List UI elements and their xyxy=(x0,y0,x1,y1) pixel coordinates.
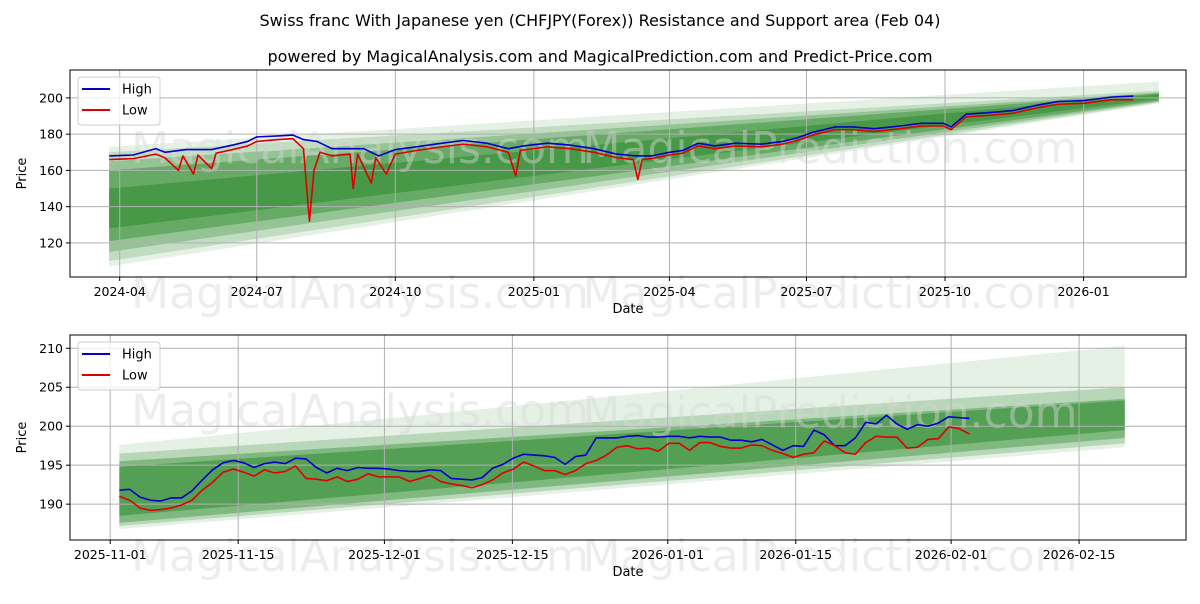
y-tick-label: 180 xyxy=(39,127,63,142)
y-tick-label: 205 xyxy=(39,380,63,395)
x-tick-label: 2026-02-01 xyxy=(915,547,988,562)
y-tick-label: 200 xyxy=(39,90,63,105)
support-resistance-band xyxy=(119,400,1125,516)
x-tick-label: 2025-12-01 xyxy=(348,547,421,562)
series-line-high xyxy=(109,95,1134,157)
y-axis-label: Price xyxy=(15,422,30,454)
x-tick-label: 2025-11-01 xyxy=(74,547,147,562)
y-tick-label: 195 xyxy=(39,458,63,473)
y-tick-label: 160 xyxy=(39,163,63,178)
x-tick-label: 2025-01 xyxy=(508,284,560,299)
legend-label-low: Low xyxy=(122,104,148,119)
bottom-chart: MagicalAnalysis.comMagicalPrediction.com… xyxy=(15,334,1187,582)
y-tick-label: 120 xyxy=(39,235,63,250)
series-line-high xyxy=(119,414,970,502)
support-resistance-band xyxy=(109,90,1159,262)
x-tick-label: 2024-07 xyxy=(231,284,283,299)
plot-frame xyxy=(69,334,1187,541)
x-tick-label: 2026-01-15 xyxy=(759,547,832,562)
x-tick-label: 2026-02-15 xyxy=(1043,547,1116,562)
top-chart: MagicalAnalysis.comMagicalPrediction.com… xyxy=(15,69,1187,319)
x-tick-label: 2026-01-01 xyxy=(631,547,704,562)
x-tick-label: 2025-04 xyxy=(643,284,695,299)
legend-label-high: High xyxy=(122,83,152,98)
y-tick-label: 200 xyxy=(39,419,63,434)
x-tick-label: 2025-11-15 xyxy=(202,547,275,562)
legend-label-low: Low xyxy=(122,369,148,384)
chart-title: Swiss franc With Japanese yen (CHFJPY(Fo… xyxy=(260,11,941,30)
legend: High Low xyxy=(77,341,161,391)
x-axis-label: Date xyxy=(612,565,643,580)
x-tick-label: 2024-04 xyxy=(94,284,146,299)
watermark: MagicalAnalysis.com xyxy=(131,385,589,436)
x-tick-label: 2025-12-15 xyxy=(476,547,549,562)
watermark: MagicalPrediction.com xyxy=(583,531,1078,582)
y-tick-label: 140 xyxy=(39,199,63,214)
x-tick-label: 2025-07 xyxy=(780,284,832,299)
y-axis-label: Price xyxy=(15,158,30,190)
y-tick-label: 210 xyxy=(39,341,63,356)
watermark: MagicalPrediction.com xyxy=(583,387,1078,438)
y-tick-label: 190 xyxy=(39,497,63,512)
x-tick-label: 2024-10 xyxy=(369,284,421,299)
x-axis-label: Date xyxy=(612,302,643,317)
x-tick-label: 2025-10 xyxy=(919,284,971,299)
series-line-low xyxy=(109,98,1134,222)
x-tick-label: 2026-01 xyxy=(1057,284,1109,299)
legend-label-high: High xyxy=(122,348,152,363)
series-line-low xyxy=(119,426,970,512)
plot-frame xyxy=(69,69,1187,278)
legend: High Low xyxy=(77,76,161,126)
support-resistance-band xyxy=(109,92,1159,252)
chart-subtitle: powered by MagicalAnalysis.com and Magic… xyxy=(267,47,932,66)
